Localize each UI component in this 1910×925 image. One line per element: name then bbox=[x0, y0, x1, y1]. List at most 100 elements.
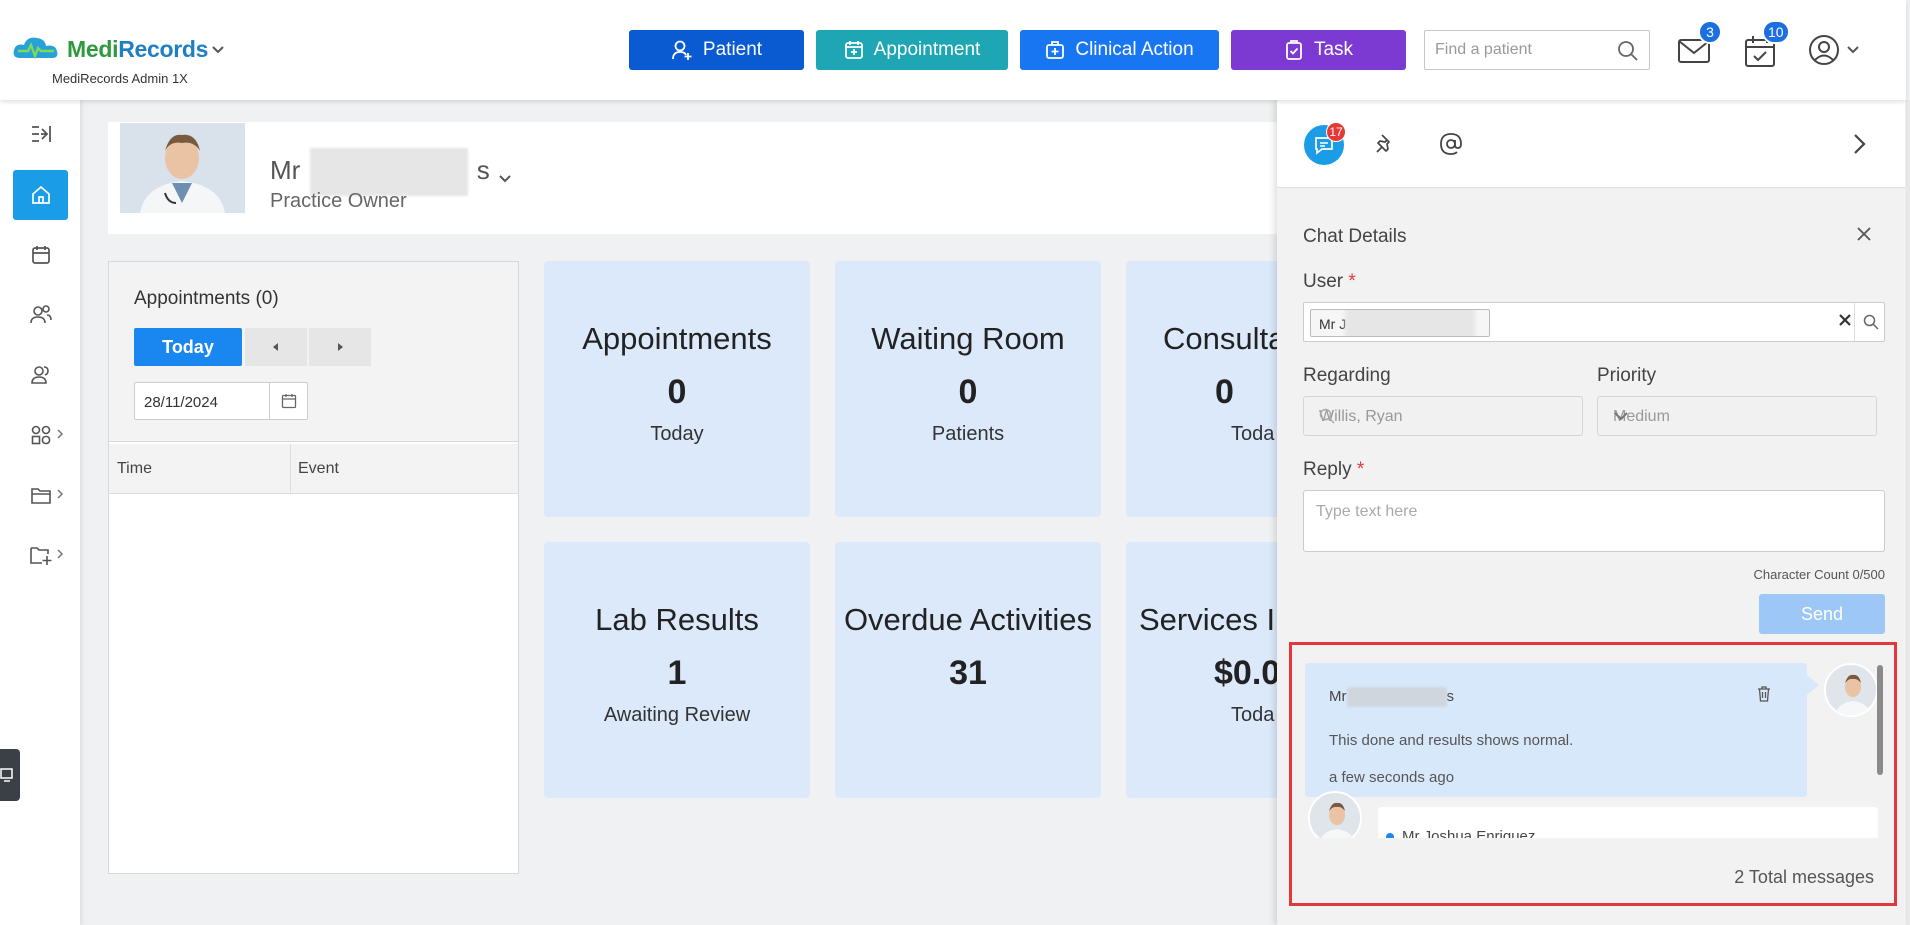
calendar-icon[interactable] bbox=[269, 383, 307, 419]
date-value: 28/11/2024 bbox=[144, 394, 218, 411]
tile-subtitle: Toda bbox=[1231, 704, 1275, 726]
chevron-down-icon bbox=[499, 175, 511, 183]
tile-value: $0.0 bbox=[1214, 654, 1281, 692]
nav-folder-add[interactable] bbox=[13, 530, 68, 580]
add-user-icon bbox=[672, 40, 692, 60]
tile-waiting-room[interactable]: Waiting Room 0 Patients bbox=[835, 261, 1101, 517]
appointments-title: Appointments (0) bbox=[134, 288, 279, 309]
scrollbar[interactable] bbox=[1877, 665, 1883, 775]
reply-input[interactable] bbox=[1304, 491, 1884, 551]
tasks-calendar-button[interactable]: 10 bbox=[1742, 20, 1790, 70]
column-divider bbox=[290, 444, 291, 494]
regarding-label: Regarding bbox=[1303, 365, 1391, 386]
clear-icon[interactable] bbox=[1838, 313, 1852, 327]
add-patient-label: Patient bbox=[702, 39, 763, 60]
message-list-footer bbox=[1292, 838, 1894, 903]
user-field[interactable]: Mr J bbox=[1303, 302, 1885, 342]
tile-value: 0 bbox=[1215, 373, 1234, 411]
collapse-panel-button[interactable] bbox=[1850, 132, 1868, 156]
search-icon[interactable] bbox=[1854, 303, 1886, 341]
regarding-field[interactable]: Willis, Ryan bbox=[1303, 396, 1583, 436]
org-subtitle: MediRecords Admin 1X bbox=[52, 71, 188, 86]
character-count: Character Count 0/500 bbox=[1753, 567, 1885, 582]
close-icon[interactable] bbox=[1855, 225, 1873, 243]
patient-search-input[interactable] bbox=[1425, 31, 1615, 69]
message-text: This done and results shows normal. bbox=[1329, 732, 1574, 749]
add-patient-button[interactable]: Patient bbox=[629, 30, 804, 70]
tile-title: Appointments bbox=[582, 321, 772, 356]
message-item: Mr s This done and results shows normal. … bbox=[1305, 663, 1807, 797]
nav-folder[interactable] bbox=[13, 470, 68, 520]
profile-photo bbox=[120, 123, 245, 213]
priority-select[interactable]: Medium bbox=[1597, 396, 1877, 436]
profile-name-suffix: s bbox=[476, 154, 490, 185]
search-icon[interactable] bbox=[1617, 40, 1639, 62]
user-chip[interactable]: Mr J bbox=[1310, 309, 1490, 337]
clinical-action-button[interactable]: Clinical Action bbox=[1020, 30, 1219, 70]
tile-overdue-activities[interactable]: Overdue Activities 31 bbox=[835, 542, 1101, 798]
date-picker[interactable]: 28/11/2024 bbox=[134, 382, 308, 420]
tile-lab-results[interactable]: Lab Results 1 Awaiting Review bbox=[544, 542, 810, 798]
message-list: Mr s This done and results shows normal. … bbox=[1289, 642, 1897, 906]
calendar-icon bbox=[31, 246, 50, 264]
message-time: a few seconds ago bbox=[1329, 769, 1455, 786]
chat-details-title: Chat Details bbox=[1303, 226, 1407, 247]
appointments-table-header: Time Event bbox=[109, 444, 518, 494]
reply-box bbox=[1303, 490, 1885, 552]
add-task-button[interactable]: Task bbox=[1231, 30, 1406, 70]
folder-add-icon bbox=[29, 547, 51, 565]
column-event: Event bbox=[298, 460, 339, 477]
tile-appointments[interactable]: Appointments 0 Today bbox=[544, 261, 810, 517]
next-day-button[interactable] bbox=[309, 328, 371, 366]
tile-value: 31 bbox=[949, 654, 987, 692]
chat-panel: 17 Chat Details User * Mr J Regarding Wi… bbox=[1277, 100, 1905, 925]
nav-calendar[interactable] bbox=[13, 230, 68, 280]
collapse-nav-button[interactable] bbox=[13, 109, 68, 159]
delete-icon[interactable] bbox=[1756, 685, 1772, 703]
chat-panel-tabs: 17 bbox=[1277, 100, 1905, 188]
priority-value: Medium bbox=[1613, 408, 1670, 425]
chevron-right-icon bbox=[56, 548, 64, 560]
message-author: Mr s bbox=[1329, 687, 1454, 707]
tile-subtitle: Patients bbox=[931, 423, 1005, 445]
page-scrollbar[interactable] bbox=[1906, 100, 1910, 925]
mentions-tab[interactable] bbox=[1439, 132, 1463, 156]
side-nav bbox=[0, 100, 80, 925]
calendar-badge: 10 bbox=[1762, 20, 1790, 44]
chevron-down-icon bbox=[1847, 46, 1859, 54]
nav-home[interactable] bbox=[13, 170, 68, 220]
add-appointment-button[interactable]: Appointment bbox=[816, 30, 1008, 70]
reply-label: Reply * bbox=[1303, 459, 1365, 480]
chevron-down-icon[interactable] bbox=[210, 42, 226, 58]
calendar-check-icon bbox=[1745, 36, 1775, 67]
today-button[interactable]: Today bbox=[134, 328, 242, 366]
nav-users[interactable] bbox=[13, 350, 68, 400]
prev-day-button[interactable] bbox=[245, 328, 307, 366]
medical-kit-icon bbox=[1046, 41, 1065, 59]
top-header: MediRecords MediRecords Admin 1X Patient… bbox=[0, 0, 1906, 100]
user-label: User * bbox=[1303, 271, 1356, 292]
nav-modules[interactable] bbox=[13, 410, 68, 460]
chevron-right-icon bbox=[56, 428, 64, 440]
users-icon bbox=[30, 366, 49, 384]
priority-label: Priority bbox=[1597, 365, 1657, 386]
pin-tab[interactable] bbox=[1373, 132, 1397, 156]
unread-dot bbox=[1386, 833, 1394, 841]
brand-name[interactable]: MediRecords bbox=[67, 36, 209, 62]
tile-title: Lab Results bbox=[595, 602, 759, 637]
send-button[interactable]: Send bbox=[1759, 594, 1885, 634]
clinical-action-label: Clinical Action bbox=[1075, 39, 1194, 60]
nav-patients[interactable] bbox=[13, 290, 68, 340]
avatar bbox=[1308, 791, 1362, 845]
chevron-right-icon bbox=[1854, 134, 1866, 154]
messages-button[interactable]: 3 bbox=[1676, 20, 1722, 70]
medirecords-logo-icon[interactable] bbox=[12, 34, 62, 64]
user-menu[interactable] bbox=[1808, 31, 1868, 69]
collapse-icon bbox=[31, 126, 51, 142]
profile-name-prefix: Mr bbox=[270, 154, 301, 185]
appointments-header: Appointments (0) Today 28/11/2024 bbox=[109, 262, 518, 442]
mail-badge: 3 bbox=[1698, 20, 1722, 44]
profile-name[interactable]: Mr s bbox=[270, 148, 513, 196]
floating-tool-button[interactable] bbox=[0, 749, 20, 801]
profile-role: Practice Owner bbox=[270, 190, 407, 212]
